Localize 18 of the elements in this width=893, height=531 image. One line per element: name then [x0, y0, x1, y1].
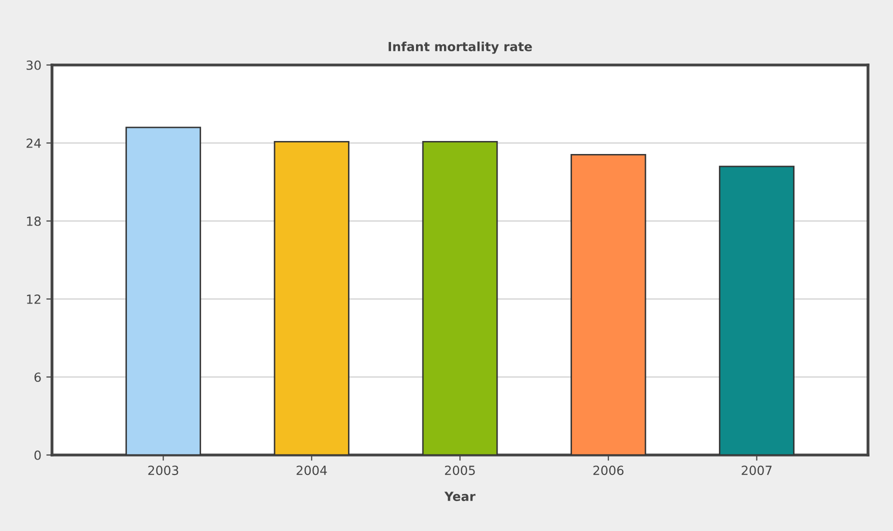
bar [570, 154, 646, 455]
y-tick-label: 12 [27, 294, 40, 304]
bar [125, 126, 202, 455]
bar [422, 141, 498, 455]
y-tick-label: 30 [26, 60, 41, 70]
x-tick-label: 2007 [742, 466, 772, 476]
y-tick-label: 24 [26, 138, 41, 148]
x-tick-label: 2004 [296, 466, 327, 476]
bar [274, 141, 350, 455]
bar [718, 166, 795, 455]
chart-title: Infant mortality rate [388, 42, 532, 54]
x-axis-title: Year [444, 492, 476, 502]
x-tick-label: 2005 [445, 466, 475, 476]
y-tick-label: 6 [34, 372, 41, 382]
x-tick-label: 2003 [148, 466, 178, 476]
y-tick-label: 0 [34, 450, 41, 460]
x-tick-label: 2006 [593, 466, 624, 476]
y-tick-label: 18 [27, 216, 41, 226]
